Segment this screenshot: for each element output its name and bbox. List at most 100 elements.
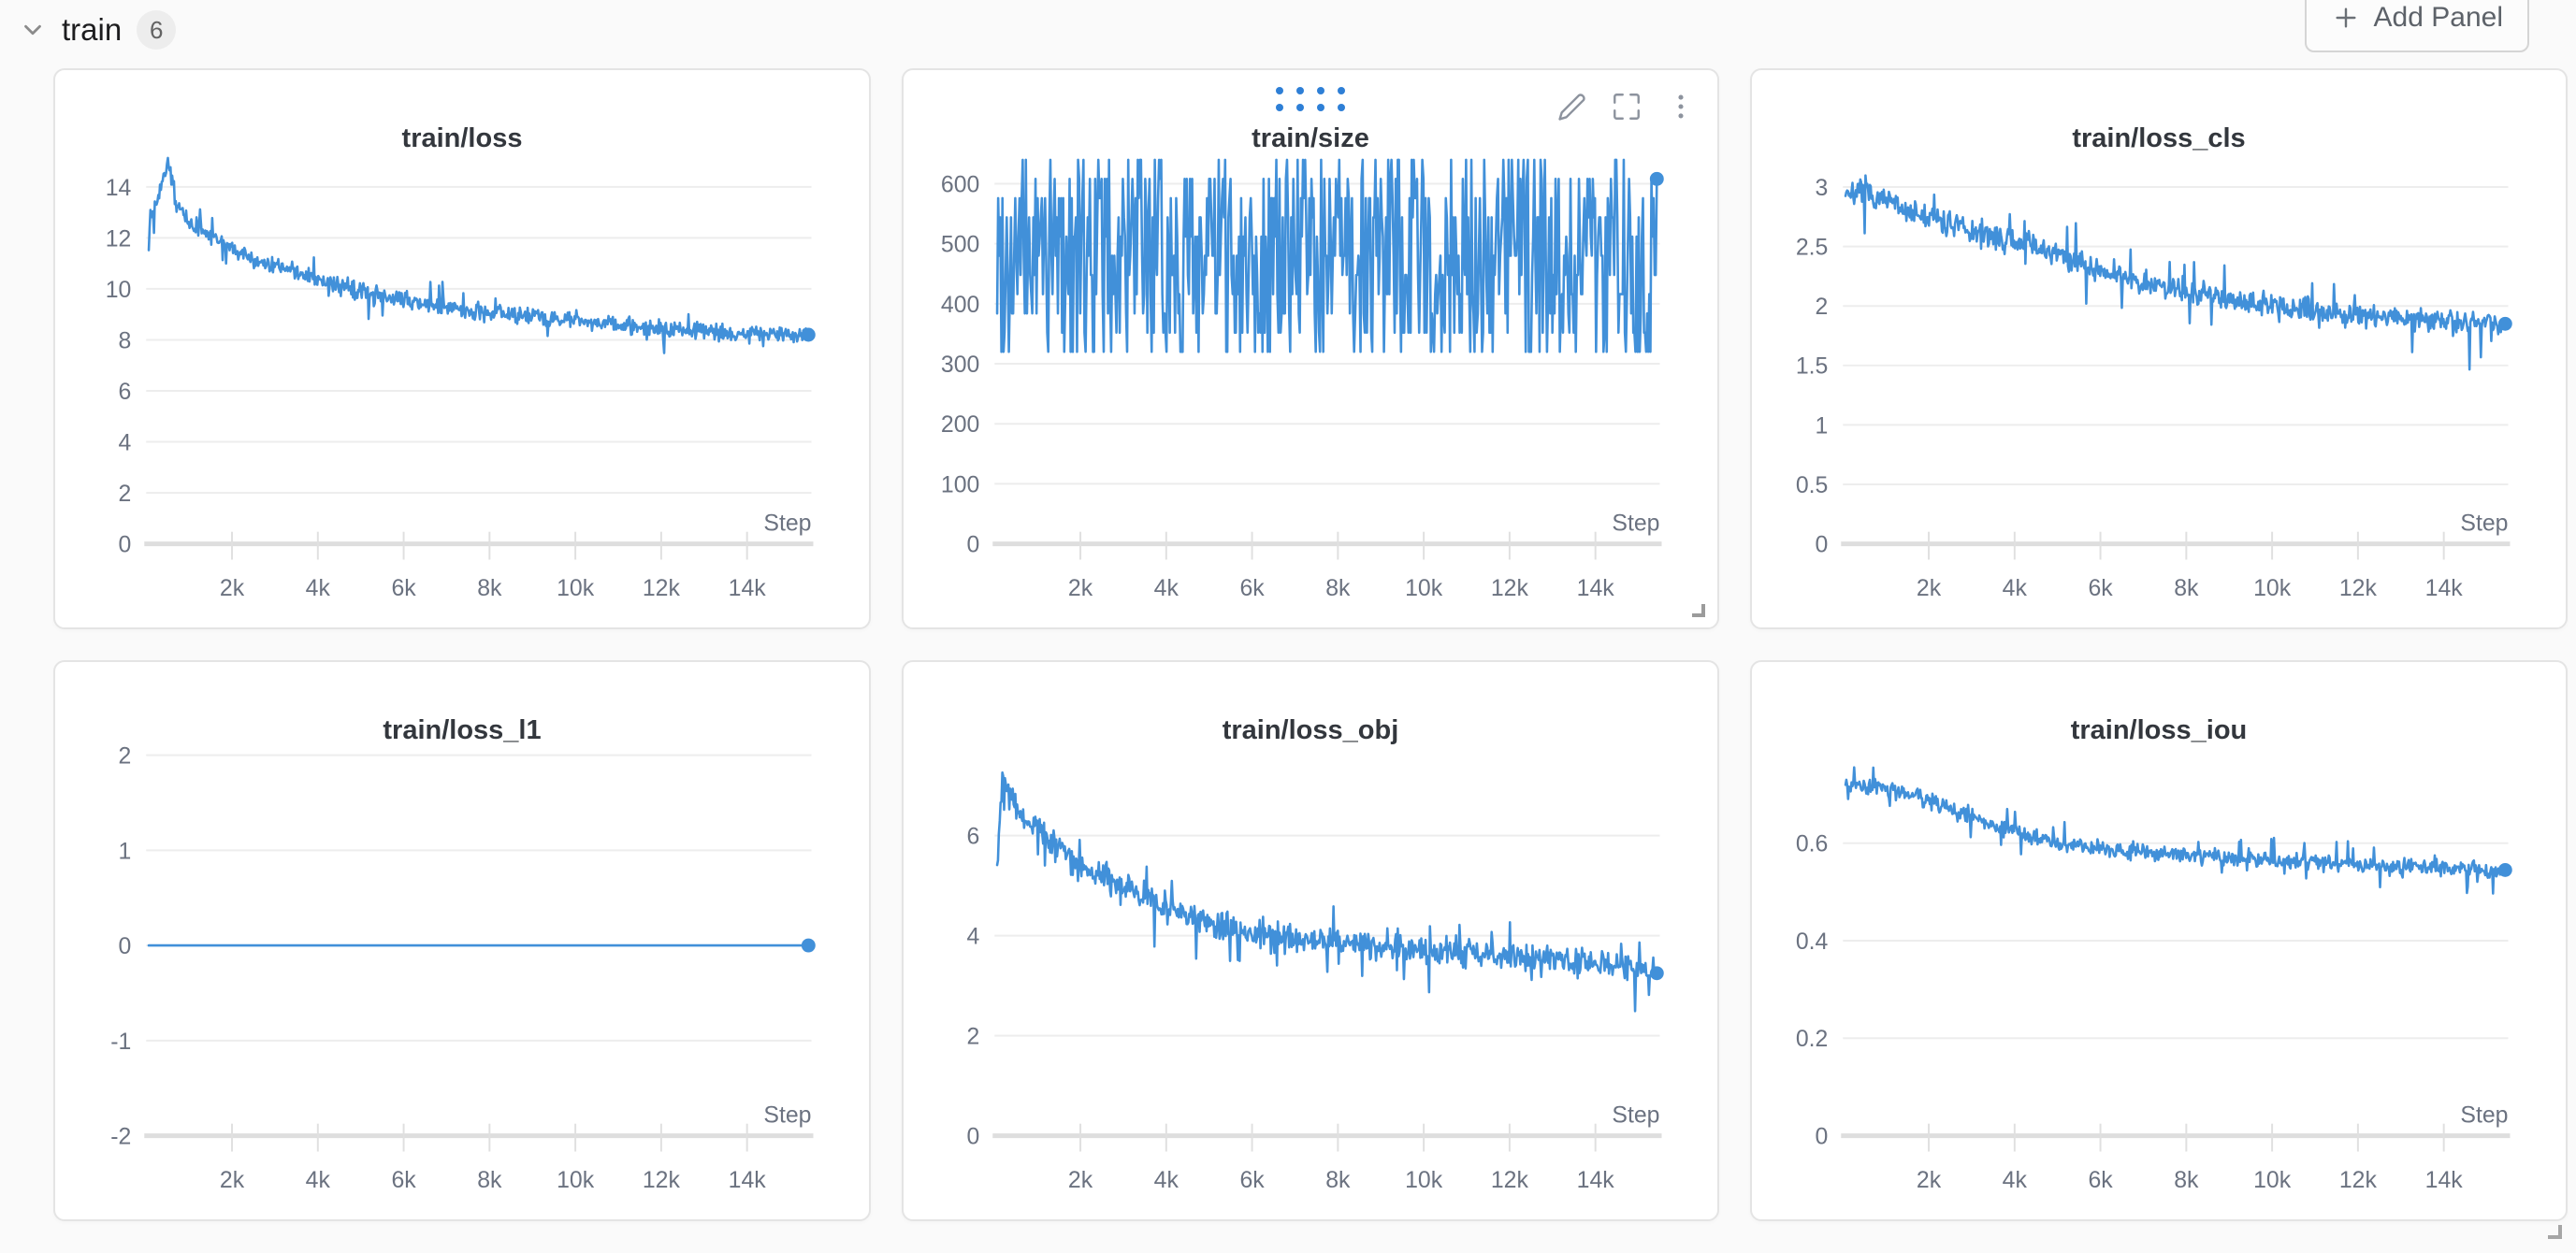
panel-title: train/loss <box>401 123 523 153</box>
svg-text:2: 2 <box>119 744 132 770</box>
svg-text:0: 0 <box>967 1125 980 1150</box>
svg-text:8k: 8k <box>1325 1168 1351 1193</box>
svg-text:10k: 10k <box>557 576 595 601</box>
svg-text:14k: 14k <box>729 1168 767 1193</box>
edit-panel-icon[interactable] <box>1556 91 1588 122</box>
svg-text:14k: 14k <box>1577 576 1615 601</box>
chart-panel: train/loss_l1 2 1 0 -1 -2 2k 4k 6k 8k 10k 12k 14k St… <box>53 660 871 1221</box>
line-chart[interactable]: 2 1 0 -1 -2 2k 4k 6k 8k 10k 12k 14k Step <box>55 662 869 1219</box>
svg-text:-1: -1 <box>110 1030 131 1055</box>
line-chart[interactable]: 3 2.5 2 1.5 1 0.5 0 2k 4k 6k 8k 10k 12k 14k Step <box>1752 70 2566 627</box>
svg-text:12k: 12k <box>643 1168 681 1193</box>
svg-text:100: 100 <box>941 472 979 497</box>
svg-text:2k: 2k <box>1917 1168 1942 1193</box>
svg-text:6k: 6k <box>391 1168 416 1193</box>
panel-actions <box>1556 91 1697 122</box>
svg-text:4: 4 <box>967 925 980 950</box>
line-chart[interactable]: 14 12 10 8 6 4 2 0 2k 4k 6k 8k 10k 12k 14k Step <box>55 70 869 627</box>
panel-title: train/loss_l1 <box>383 715 542 745</box>
svg-text:4k: 4k <box>306 1168 331 1193</box>
svg-text:Step: Step <box>1612 1103 1659 1129</box>
svg-text:0.2: 0.2 <box>1796 1027 1829 1052</box>
svg-text:4k: 4k <box>2003 576 2028 601</box>
svg-text:0: 0 <box>1816 533 1829 558</box>
chart-panel: train/loss_cls 3 2.5 2 1.5 1 0.5 0 2k 4k 6k 8k 10k 1… <box>1750 68 2568 629</box>
svg-text:Step: Step <box>763 1103 811 1129</box>
svg-text:12k: 12k <box>1491 1168 1529 1193</box>
svg-text:14k: 14k <box>1577 1168 1615 1193</box>
svg-text:10k: 10k <box>1405 576 1443 601</box>
chart-panel: train/loss 14 12 10 8 6 4 2 0 2k 4k 6k 8k 10k 12k 14k S… <box>53 68 871 629</box>
svg-text:8k: 8k <box>2174 576 2199 601</box>
svg-text:2k: 2k <box>1068 576 1093 601</box>
svg-text:8k: 8k <box>2174 1168 2199 1193</box>
svg-text:10k: 10k <box>1405 1168 1443 1193</box>
section-toggle[interactable]: train 6 <box>19 9 177 50</box>
svg-text:4k: 4k <box>306 576 331 601</box>
svg-text:-2: -2 <box>110 1125 131 1150</box>
svg-text:14k: 14k <box>729 576 767 601</box>
svg-text:12: 12 <box>106 226 132 252</box>
svg-text:Step: Step <box>1612 511 1659 537</box>
svg-text:2.5: 2.5 <box>1796 236 1829 261</box>
plus-icon <box>2336 7 2356 28</box>
add-panel-button[interactable]: Add Panel <box>2304 0 2529 52</box>
svg-text:Step: Step <box>763 511 811 537</box>
panel-title: train/loss_iou <box>2070 715 2248 745</box>
svg-text:10k: 10k <box>557 1168 595 1193</box>
line-chart[interactable]: 600 500 400 300 200 100 0 2k 4k 6k 8k 10k 12k 14k Step <box>904 70 1717 627</box>
chevron-down-icon[interactable] <box>19 16 47 44</box>
svg-text:1: 1 <box>119 839 132 864</box>
kebab-menu-icon[interactable] <box>1665 91 1697 122</box>
line-chart[interactable]: 0.6 0.4 0.2 0 2k 4k 6k 8k 10k 12k 14k Step <box>1752 662 2566 1219</box>
svg-text:6k: 6k <box>2088 576 2113 601</box>
svg-text:8: 8 <box>119 328 132 353</box>
svg-text:1.5: 1.5 <box>1796 354 1829 380</box>
panel-count-badge: 6 <box>137 10 177 50</box>
svg-text:300: 300 <box>941 353 979 378</box>
svg-text:2k: 2k <box>220 1168 245 1193</box>
svg-text:4k: 4k <box>2003 1168 2028 1193</box>
svg-text:0.5: 0.5 <box>1796 473 1829 498</box>
svg-text:14k: 14k <box>2425 576 2464 601</box>
svg-text:1: 1 <box>1816 413 1829 439</box>
svg-text:200: 200 <box>941 412 979 438</box>
section-resize-handle[interactable] <box>2544 1221 2563 1240</box>
line-chart[interactable]: 6 4 2 0 2k 4k 6k 8k 10k 12k 14k Step <box>904 662 1717 1219</box>
panel-resize-handle[interactable] <box>1689 601 1706 618</box>
svg-text:12k: 12k <box>2339 1168 2378 1193</box>
svg-text:600: 600 <box>941 172 979 197</box>
svg-text:12k: 12k <box>643 576 681 601</box>
svg-text:4: 4 <box>119 430 132 455</box>
svg-text:10: 10 <box>106 278 132 303</box>
drag-handle[interactable] <box>1276 87 1345 111</box>
svg-text:8k: 8k <box>477 576 502 601</box>
svg-text:400: 400 <box>941 293 979 318</box>
svg-text:3: 3 <box>1816 176 1829 201</box>
fullscreen-icon[interactable] <box>1611 91 1643 122</box>
panel-title: train/size <box>1252 123 1369 153</box>
svg-text:0: 0 <box>967 533 980 558</box>
svg-text:2: 2 <box>1816 295 1829 320</box>
svg-text:0: 0 <box>119 934 132 959</box>
section-header: train 6 Add Panel <box>0 0 2576 68</box>
svg-text:12k: 12k <box>1491 576 1529 601</box>
panel-title: train/loss_obj <box>1222 715 1399 745</box>
chart-panel: train/size 600 500 400 300 200 100 0 2k 4k 6k 8k 10… <box>902 68 1719 629</box>
section-title: train <box>62 12 123 47</box>
svg-text:6: 6 <box>967 825 980 850</box>
svg-text:6k: 6k <box>391 576 416 601</box>
svg-text:0: 0 <box>1816 1125 1829 1150</box>
svg-text:10k: 10k <box>2253 1168 2292 1193</box>
svg-text:2k: 2k <box>1917 576 1942 601</box>
svg-text:6k: 6k <box>2088 1168 2113 1193</box>
add-panel-label: Add Panel <box>2373 2 2503 33</box>
svg-text:4k: 4k <box>1154 576 1179 601</box>
chart-panel: train/loss_iou 0.6 0.4 0.2 0 2k 4k 6k 8k 10k 12k 1… <box>1750 660 2568 1221</box>
svg-text:12k: 12k <box>2339 576 2378 601</box>
svg-text:6: 6 <box>119 380 132 405</box>
svg-text:Step: Step <box>2460 511 2508 537</box>
svg-text:0.6: 0.6 <box>1796 832 1829 857</box>
svg-text:8k: 8k <box>477 1168 502 1193</box>
svg-text:4k: 4k <box>1154 1168 1179 1193</box>
